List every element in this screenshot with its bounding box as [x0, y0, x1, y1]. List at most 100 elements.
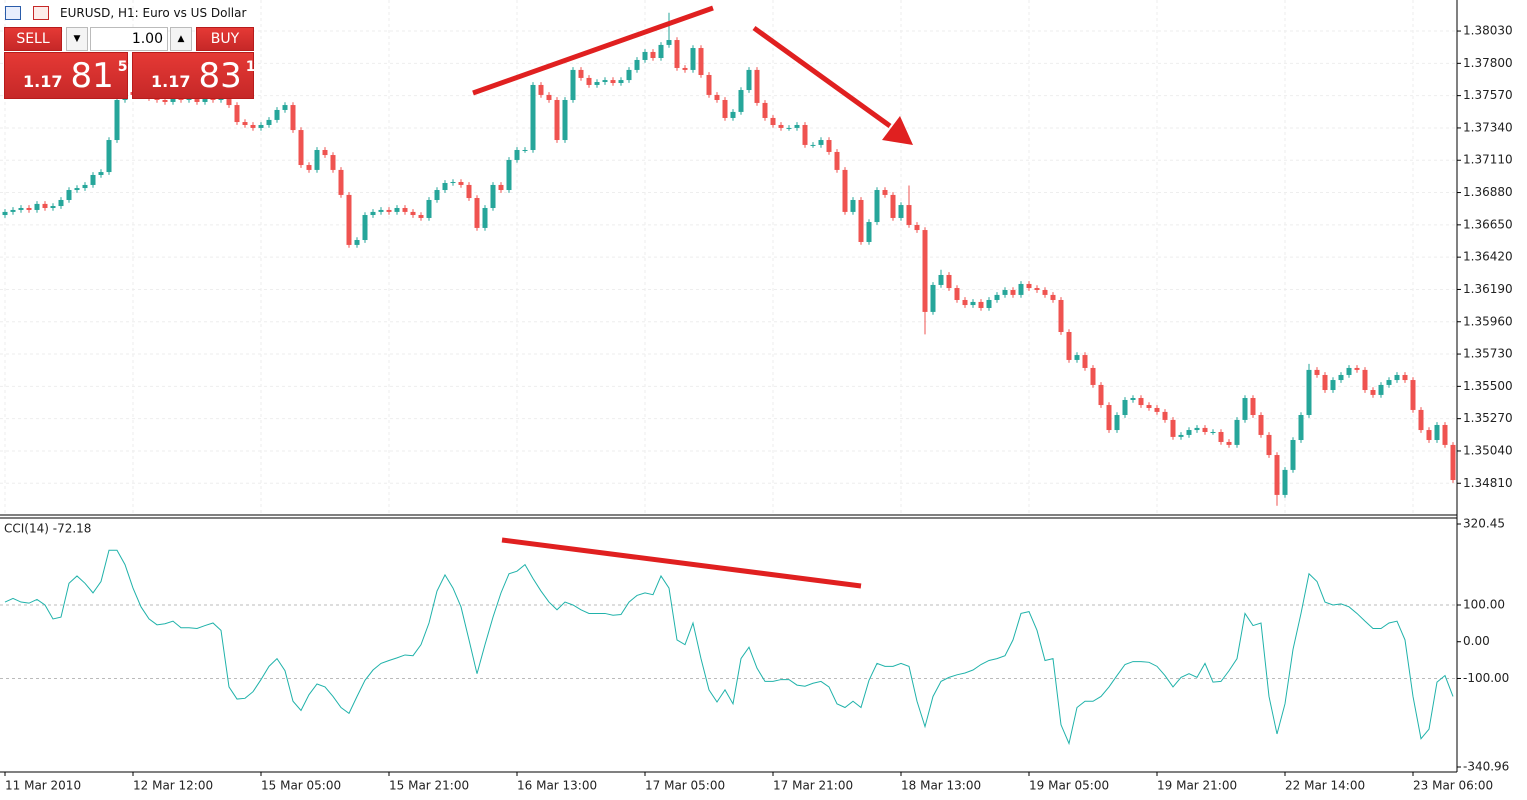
- candle-body: [234, 105, 240, 123]
- candle-body: [370, 211, 376, 216]
- candle-body: [938, 274, 944, 285]
- candle-body: [1330, 380, 1336, 391]
- indicator-title: CCI(14) -72.18: [4, 522, 91, 536]
- candle-body: [634, 59, 640, 70]
- candle-body: [178, 98, 184, 100]
- candle-body: [18, 207, 24, 210]
- axes: 1.38030 1.37800 1.37570 1.37340 1.37110 1.368…: [4, 24, 1513, 793]
- candle-body: [386, 209, 392, 212]
- candle-body: [442, 182, 448, 191]
- candle-body: [1154, 407, 1160, 412]
- y-tick-label: 1.35730: [1463, 347, 1513, 361]
- candle-body: [1218, 431, 1224, 442]
- y-tick-label: 320.45: [1463, 517, 1505, 531]
- candle-body: [394, 207, 400, 212]
- candle-body: [490, 184, 496, 208]
- price-small: 1: [245, 59, 256, 75]
- candle-body: [458, 182, 464, 185]
- candle-body: [1002, 290, 1008, 295]
- candle-body: [1050, 294, 1056, 300]
- candle-body: [1394, 374, 1400, 381]
- candle-body: [522, 149, 528, 151]
- candle-body: [378, 209, 384, 212]
- trend-line: [501, 537, 862, 589]
- volume-input[interactable]: 1.00: [90, 27, 168, 51]
- candle-body: [626, 69, 632, 81]
- candle-body: [1138, 398, 1144, 406]
- candle-body: [26, 207, 32, 210]
- candle-body: [554, 99, 560, 141]
- candle-body: [98, 172, 104, 175]
- x-tick-label: 19 Mar 21:00: [1157, 779, 1237, 793]
- trend-line: [472, 5, 714, 96]
- candle-body: [450, 182, 456, 184]
- y-tick-label: 1.35270: [1463, 411, 1513, 425]
- price-big: 1.17: [151, 72, 191, 91]
- candle-body: [818, 140, 824, 145]
- x-tick-label: 11 Mar 2010: [5, 779, 81, 793]
- x-tick-label: 12 Mar 12:00: [133, 779, 213, 793]
- buy-button[interactable]: BUY: [196, 27, 254, 51]
- icon[interactable]: [5, 6, 21, 20]
- candle-body: [802, 124, 808, 145]
- candle-body: [1122, 399, 1128, 416]
- candle-body: [1210, 431, 1216, 433]
- x-tick-label: 19 Mar 05:00: [1029, 779, 1109, 793]
- y-tick-label: 1.37570: [1463, 88, 1513, 102]
- candle-body: [546, 94, 552, 100]
- candle-body: [570, 69, 576, 100]
- ask-price[interactable]: 1.17 83 1: [132, 52, 256, 99]
- candle-body: [90, 174, 96, 185]
- candle-body: [618, 80, 624, 84]
- candle-body: [362, 215, 368, 241]
- candle-body: [906, 205, 912, 225]
- candle-body: [1250, 398, 1256, 416]
- volume-up[interactable]: ▲: [170, 27, 192, 51]
- chart-header: EURUSD, H1: Euro vs US Dollar: [60, 6, 247, 20]
- candle-body: [914, 224, 920, 231]
- candle-body: [1298, 415, 1304, 441]
- y-tick-label: -340.96: [1463, 760, 1509, 774]
- candle-body: [1074, 355, 1080, 360]
- y-tick-label: 1.37110: [1463, 153, 1513, 167]
- candle-body: [722, 99, 728, 118]
- candle-body: [882, 190, 888, 195]
- y-tick-label: 1.37340: [1463, 120, 1513, 134]
- candle-body: [562, 99, 568, 141]
- candle-body: [2, 211, 8, 216]
- candle-body: [1202, 427, 1208, 432]
- candle-body: [810, 144, 816, 146]
- candle-body: [1426, 430, 1432, 441]
- candle-body: [730, 111, 736, 118]
- candle-body: [346, 194, 352, 245]
- candle-body: [402, 207, 408, 212]
- candle-body: [850, 199, 856, 212]
- volume-down[interactable]: ▼: [66, 27, 88, 51]
- candle-body: [1370, 390, 1376, 395]
- candle-body: [242, 122, 248, 125]
- price-main: 83: [198, 56, 242, 96]
- sell-button[interactable]: SELL: [4, 27, 62, 51]
- candle-body: [946, 274, 952, 289]
- icon[interactable]: [33, 6, 49, 20]
- y-tick-label: 1.36190: [1463, 282, 1513, 296]
- x-tick-label: 17 Mar 05:00: [645, 779, 725, 793]
- candle-body: [714, 94, 720, 100]
- cci-pane: [0, 549, 1457, 746]
- bid-price[interactable]: 1.17 81 5: [4, 52, 128, 99]
- candle-body: [1402, 374, 1408, 381]
- x-tick-label: 15 Mar 21:00: [389, 779, 469, 793]
- y-tick-label: 0.00: [1463, 634, 1490, 648]
- x-tick-label: 15 Mar 05:00: [261, 779, 341, 793]
- y-tick-label: 1.34810: [1463, 476, 1513, 490]
- candle-body: [170, 98, 176, 102]
- annotations: [472, 5, 913, 589]
- candle-body: [978, 301, 984, 308]
- candle-body: [114, 99, 120, 141]
- candle-body: [1234, 419, 1240, 445]
- candle-body: [282, 105, 288, 110]
- candle-body: [354, 240, 360, 245]
- candle-body: [1418, 409, 1424, 431]
- y-tick-label: 100.00: [1463, 597, 1505, 611]
